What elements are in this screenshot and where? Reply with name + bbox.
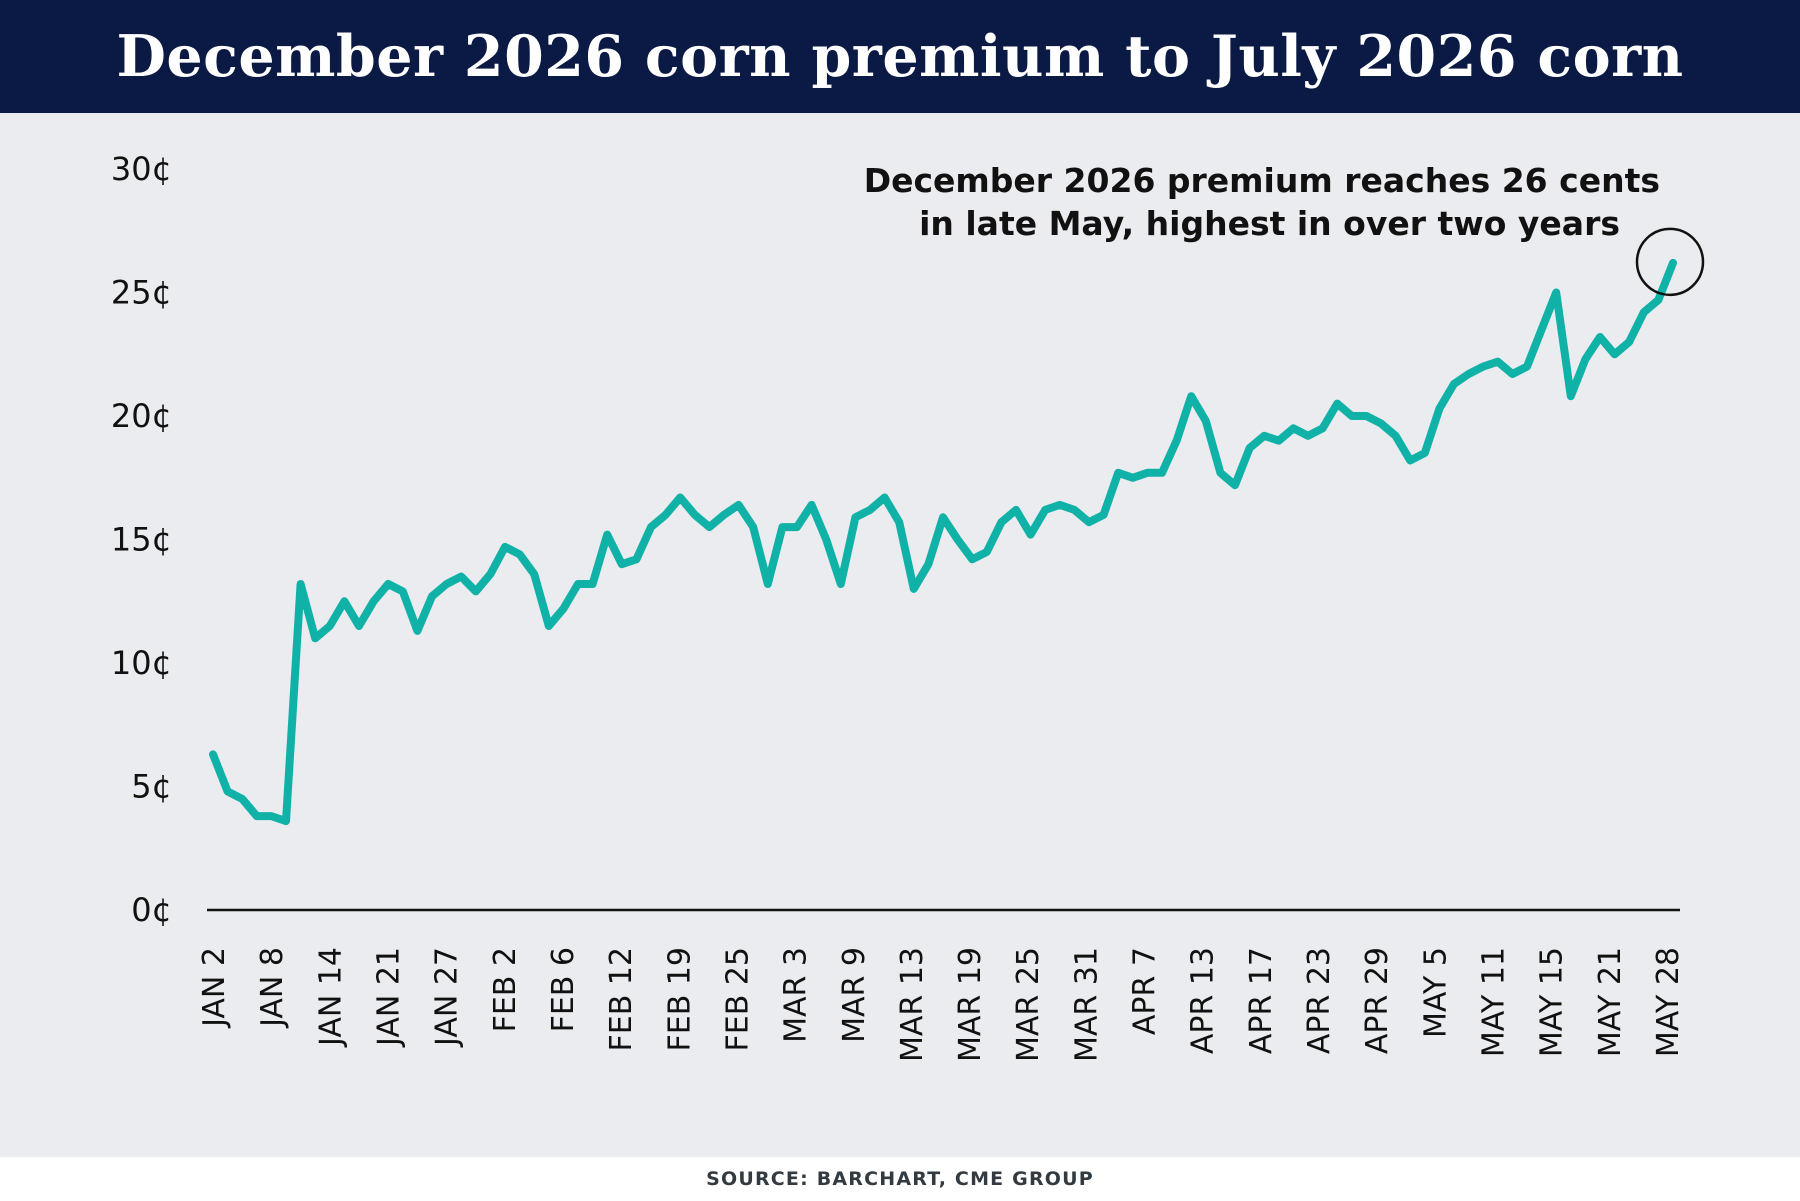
y-tick-label: 20¢ bbox=[111, 397, 172, 435]
x-tick-label: MAR 19 bbox=[953, 947, 988, 1062]
x-tick-label: MAR 3 bbox=[779, 947, 814, 1043]
x-tick-label: JAN 2 bbox=[197, 947, 232, 1029]
y-tick-label: 10¢ bbox=[111, 644, 172, 682]
highlight-circle bbox=[1635, 227, 1705, 297]
x-tick-label: JAN 14 bbox=[313, 947, 348, 1048]
x-tick-label: APR 23 bbox=[1302, 947, 1337, 1054]
x-tick-label: APR 17 bbox=[1244, 947, 1279, 1054]
y-tick-label: 25¢ bbox=[111, 274, 172, 312]
x-tick-label: APR 13 bbox=[1186, 947, 1221, 1054]
y-tick-label: 15¢ bbox=[111, 521, 172, 559]
x-tick-label: APR 7 bbox=[1128, 947, 1163, 1035]
line-chart: 0¢5¢10¢15¢20¢25¢30¢ JAN 2 JAN 8 JAN 14 JAN … bbox=[111, 150, 1705, 1062]
x-tick-label: MAY 21 bbox=[1593, 947, 1628, 1057]
x-tick-label: FEB 2 bbox=[488, 947, 523, 1032]
x-tick-label: MAY 5 bbox=[1418, 947, 1453, 1038]
x-tick-label: MAR 9 bbox=[837, 947, 872, 1043]
y-tick-label: 0¢ bbox=[131, 891, 172, 929]
x-tick-label: JAN 27 bbox=[430, 947, 465, 1048]
series-line bbox=[209, 258, 1677, 826]
y-tick-label: 30¢ bbox=[111, 150, 172, 188]
x-tick-label: MAR 25 bbox=[1011, 947, 1046, 1062]
title-bar: December 2026 corn premium to July 2026 … bbox=[0, 0, 1800, 113]
x-tick-label: JAN 21 bbox=[371, 947, 406, 1048]
x-tick-label: FEB 6 bbox=[546, 947, 581, 1032]
x-tick-label: MAY 28 bbox=[1651, 947, 1686, 1057]
x-tick-label: MAR 31 bbox=[1069, 947, 1104, 1062]
chart-title: December 2026 corn premium to July 2026 … bbox=[116, 23, 1684, 90]
x-tick-label: FEB 25 bbox=[720, 947, 755, 1052]
x-tick-label: JAN 8 bbox=[255, 947, 290, 1029]
x-tick-label: APR 29 bbox=[1360, 947, 1395, 1054]
x-tick-label: FEB 19 bbox=[662, 947, 697, 1052]
annotation-line-1: December 2026 premium reaches 26 cents bbox=[864, 161, 1660, 200]
x-tick-label: FEB 12 bbox=[604, 947, 639, 1052]
y-tick-label: 5¢ bbox=[131, 768, 172, 806]
x-axis-ticks: JAN 2 JAN 8 JAN 14 JAN 21 JAN 27 FEB 2 FEB 6 FE… bbox=[197, 947, 1686, 1062]
x-tick-label: MAR 13 bbox=[895, 947, 930, 1062]
y-axis-ticks: 0¢ 5¢ 10¢ 15¢ 20¢ 25¢ 30¢ bbox=[111, 150, 172, 929]
chart-panel: 0¢ 5¢ 10¢ 15¢ 20¢ 25¢ 30¢ JAN 2 JAN 8 JAN 14 JAN … bbox=[0, 113, 1800, 1157]
x-tick-label: MAY 15 bbox=[1535, 947, 1570, 1057]
annotation-line-2: in late May, highest in over two years bbox=[919, 204, 1620, 243]
x-tick-label: MAY 11 bbox=[1477, 947, 1512, 1057]
source-note: SOURCE: BARCHART, CME GROUP bbox=[706, 1168, 1094, 1190]
